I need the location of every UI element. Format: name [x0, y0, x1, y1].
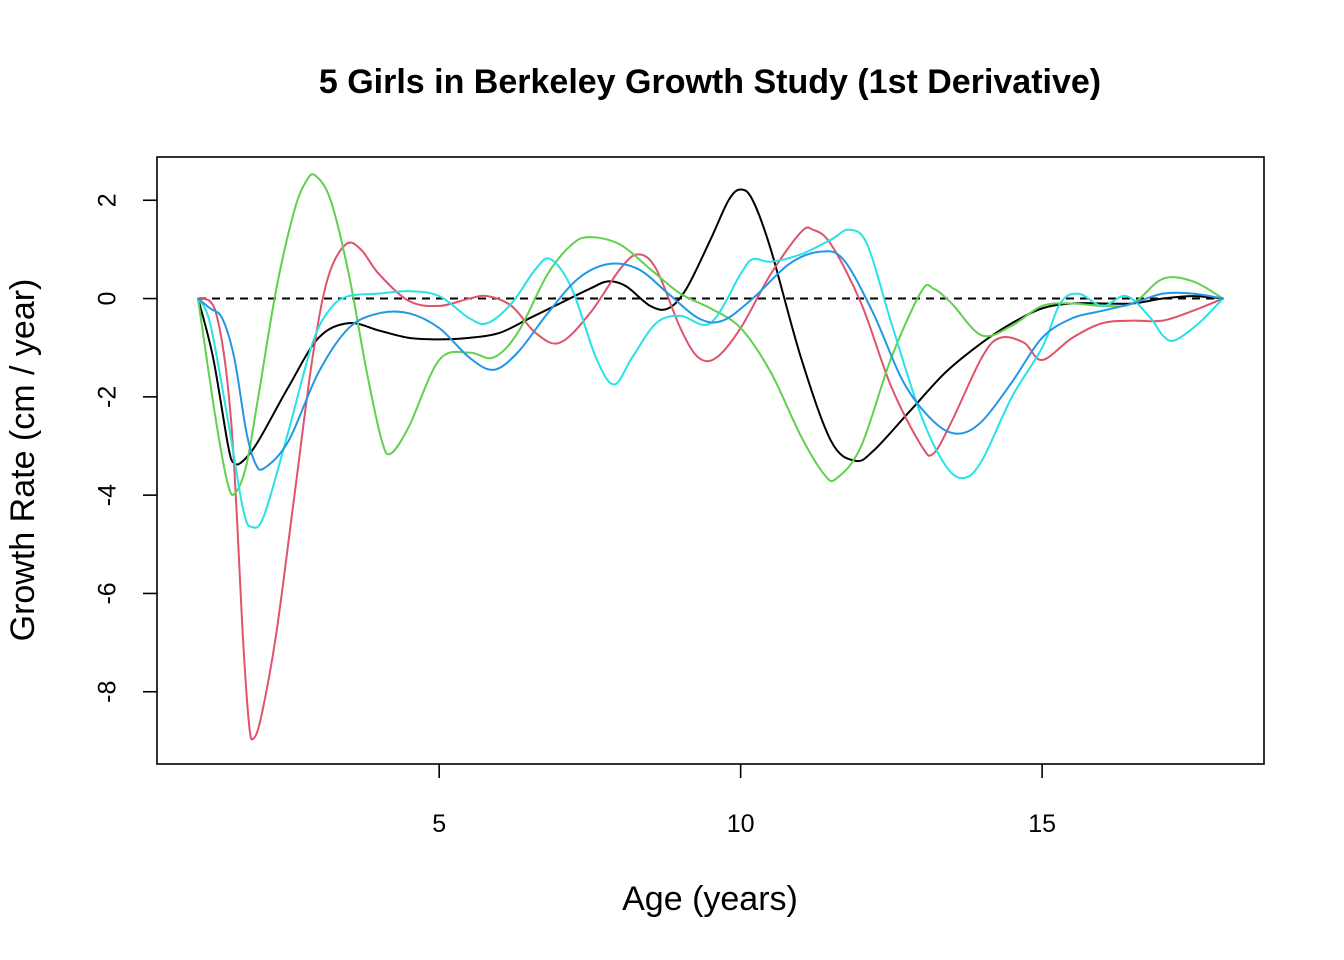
series-line-5 [197, 250, 1224, 471]
chart-title: 5 Girls in Berkeley Growth Study (1st De… [319, 63, 1101, 101]
series-line-2 [197, 226, 1224, 741]
series-line-4 [197, 228, 1224, 529]
x-tick-label: 15 [1028, 810, 1056, 838]
y-tick-label: -8 [94, 681, 122, 703]
x-axis: 5 10 15 [432, 764, 1056, 838]
y-tick-label: -6 [94, 582, 122, 604]
series-line-3 [197, 173, 1224, 496]
x-axis-label: Age (years) [622, 880, 798, 918]
x-tick-label: 10 [727, 810, 755, 838]
y-axis-label: Growth Rate (cm / year) [4, 279, 42, 642]
y-tick-label: 2 [94, 193, 122, 207]
series-lines [197, 173, 1224, 741]
y-tick-label: -4 [94, 484, 122, 506]
y-tick-label: 0 [94, 292, 122, 306]
series-line-1 [197, 188, 1224, 466]
plot-area-frame [156, 156, 1265, 765]
x-tick-label: 5 [432, 810, 446, 838]
y-axis: 2 0 -2 -4 -6 -8 [94, 193, 157, 703]
y-tick-label: -2 [94, 386, 122, 408]
